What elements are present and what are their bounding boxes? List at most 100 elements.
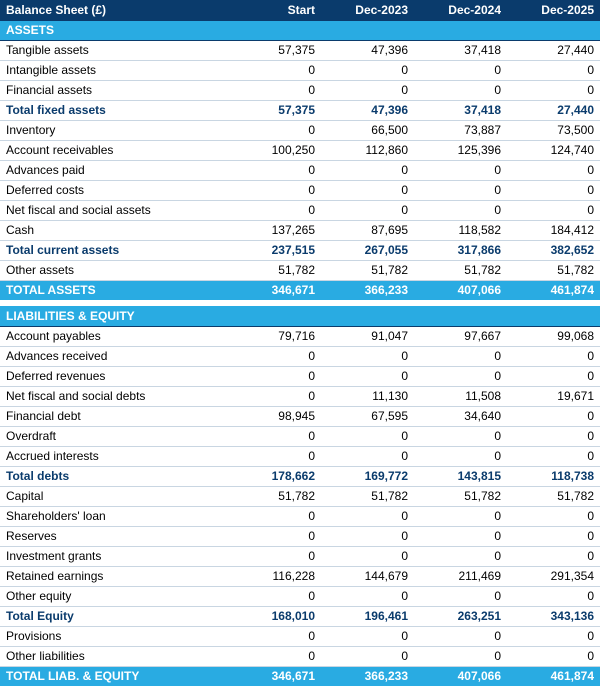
cell-value: 0 <box>321 346 414 366</box>
cell-value: 211,469 <box>414 566 507 586</box>
cell-value: 0 <box>321 180 414 200</box>
row-label: Capital <box>0 486 228 506</box>
cell-value: 0 <box>507 180 600 200</box>
cell-value: 51,782 <box>507 260 600 280</box>
row-label: Other assets <box>0 260 228 280</box>
cell-value: 87,695 <box>321 220 414 240</box>
cell-value: 67,595 <box>321 406 414 426</box>
col-header-title: Balance Sheet (£) <box>0 0 228 20</box>
row-normal: Investment grants0000 <box>0 546 600 566</box>
cell-value: 0 <box>228 546 321 566</box>
col-header: Start <box>228 0 321 20</box>
row-normal: Other liabilities0000 <box>0 646 600 666</box>
row-section: ASSETS <box>0 20 600 40</box>
row-total: TOTAL ASSETS346,671366,233407,066461,874 <box>0 280 600 300</box>
row-label: TOTAL ASSETS <box>0 280 228 300</box>
row-normal: Provisions0000 <box>0 626 600 646</box>
cell-value: 0 <box>414 366 507 386</box>
cell-value: 0 <box>321 546 414 566</box>
cell-value: 0 <box>507 200 600 220</box>
row-label: Overdraft <box>0 426 228 446</box>
cell-value: 143,815 <box>414 466 507 486</box>
cell-value: 118,582 <box>414 220 507 240</box>
cell-value: 19,671 <box>507 386 600 406</box>
cell-value: 51,782 <box>321 486 414 506</box>
cell-value: 51,782 <box>507 486 600 506</box>
cell-value: 34,640 <box>414 406 507 426</box>
row-normal: Inventory066,50073,88773,500 <box>0 120 600 140</box>
cell-value: 461,874 <box>507 280 600 300</box>
cell-value: 366,233 <box>321 666 414 686</box>
cell-value: 0 <box>507 60 600 80</box>
cell-value: 0 <box>507 160 600 180</box>
cell-value: 0 <box>321 366 414 386</box>
cell-value: 0 <box>414 586 507 606</box>
cell-value: 0 <box>507 526 600 546</box>
row-label: Net fiscal and social debts <box>0 386 228 406</box>
cell-value: 407,066 <box>414 666 507 686</box>
cell-value: 237,515 <box>228 240 321 260</box>
section-label: LIABILITIES & EQUITY <box>0 306 600 326</box>
cell-value: 0 <box>414 446 507 466</box>
cell-value: 57,375 <box>228 40 321 60</box>
row-normal: Deferred costs0000 <box>0 180 600 200</box>
cell-value: 0 <box>414 160 507 180</box>
cell-value: 137,265 <box>228 220 321 240</box>
cell-value: 0 <box>321 426 414 446</box>
row-label: Deferred revenues <box>0 366 228 386</box>
row-normal: Advances paid0000 <box>0 160 600 180</box>
cell-value: 11,508 <box>414 386 507 406</box>
row-label: Total Equity <box>0 606 228 626</box>
row-label: Retained earnings <box>0 566 228 586</box>
cell-value: 0 <box>507 366 600 386</box>
row-subtotal: Total debts178,662169,772143,815118,738 <box>0 466 600 486</box>
cell-value: 263,251 <box>414 606 507 626</box>
row-label: Tangible assets <box>0 40 228 60</box>
cell-value: 461,874 <box>507 666 600 686</box>
cell-value: 0 <box>228 346 321 366</box>
row-normal: Account receivables100,250112,860125,396… <box>0 140 600 160</box>
cell-value: 0 <box>507 646 600 666</box>
row-normal: Other equity0000 <box>0 586 600 606</box>
cell-value: 37,418 <box>414 40 507 60</box>
cell-value: 99,068 <box>507 326 600 346</box>
row-label: Total current assets <box>0 240 228 260</box>
cell-value: 0 <box>228 200 321 220</box>
cell-value: 0 <box>414 646 507 666</box>
cell-value: 0 <box>414 80 507 100</box>
balance-sheet-table: Balance Sheet (£)StartDec-2023Dec-2024De… <box>0 0 600 686</box>
row-normal: Reserves0000 <box>0 526 600 546</box>
row-subtotal: Total fixed assets57,37547,39637,41827,4… <box>0 100 600 120</box>
cell-value: 11,130 <box>321 386 414 406</box>
row-normal: Intangible assets0000 <box>0 60 600 80</box>
cell-value: 0 <box>507 406 600 426</box>
cell-value: 366,233 <box>321 280 414 300</box>
cell-value: 0 <box>507 80 600 100</box>
row-label: TOTAL LIAB. & EQUITY <box>0 666 228 686</box>
cell-value: 0 <box>228 646 321 666</box>
cell-value: 0 <box>507 586 600 606</box>
row-label: Account receivables <box>0 140 228 160</box>
cell-value: 267,055 <box>321 240 414 260</box>
cell-value: 0 <box>228 426 321 446</box>
row-section: LIABILITIES & EQUITY <box>0 306 600 326</box>
cell-value: 116,228 <box>228 566 321 586</box>
row-normal: Net fiscal and social debts011,13011,508… <box>0 386 600 406</box>
cell-value: 118,738 <box>507 466 600 486</box>
row-normal: Capital51,78251,78251,78251,782 <box>0 486 600 506</box>
section-label: ASSETS <box>0 20 600 40</box>
row-label: Financial assets <box>0 80 228 100</box>
cell-value: 0 <box>228 120 321 140</box>
row-normal: Net fiscal and social assets0000 <box>0 200 600 220</box>
cell-value: 51,782 <box>414 260 507 280</box>
row-label: Total fixed assets <box>0 100 228 120</box>
cell-value: 98,945 <box>228 406 321 426</box>
cell-value: 0 <box>414 426 507 446</box>
row-label: Intangible assets <box>0 60 228 80</box>
cell-value: 0 <box>414 506 507 526</box>
row-label: Reserves <box>0 526 228 546</box>
cell-value: 0 <box>228 60 321 80</box>
row-subtotal: Total current assets237,515267,055317,86… <box>0 240 600 260</box>
cell-value: 27,440 <box>507 100 600 120</box>
row-normal: Accrued interests0000 <box>0 446 600 466</box>
